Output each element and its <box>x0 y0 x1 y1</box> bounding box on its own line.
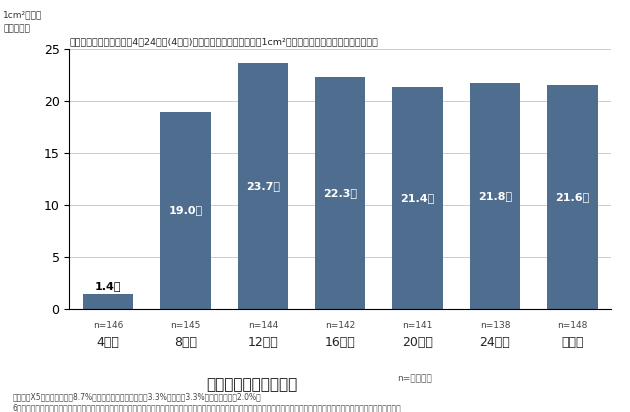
Text: 4週後: 4週後 <box>96 336 120 349</box>
Text: n=被験者数: n=被験者数 <box>397 374 432 383</box>
Text: n=148: n=148 <box>557 321 588 330</box>
Bar <box>470 83 520 309</box>
Bar <box>160 112 210 309</box>
Bar <box>238 63 288 309</box>
Bar <box>315 77 365 309</box>
Text: 6ヵ月を使用して、脱毛抑制の程度、生毛・軟毛の発生、硬毛の発生、抜け毛の程度のいずれにおいても改善が認められない場合には使用を中止し、医師又は薬剤師に相談してく: 6ヵ月を使用して、脱毛抑制の程度、生毛・軟毛の発生、硬毛の発生、抜け毛の程度のい… <box>13 403 401 412</box>
Text: リアップX5の副作用発現率8.7%（主な副作用：接触皮膚炎3.3%、湿疹：3.3%、脂漏性皮膚炎2.0%）: リアップX5の副作用発現率8.7%（主な副作用：接触皮膚炎3.3%、湿疹：3.3… <box>13 392 261 401</box>
Text: n=138: n=138 <box>480 321 510 330</box>
Text: 毛髪数の評価：投与開始4～24週後(4週毎)に開始時と全く同一部位（1cm²）における毛髪数の変化を確認した: 毛髪数の評価：投与開始4～24週後(4週毎)に開始時と全く同一部位（1cm²）に… <box>69 37 378 46</box>
Text: 8週後: 8週後 <box>174 336 197 349</box>
Text: n=142: n=142 <box>325 321 355 330</box>
Text: 終了時: 終了時 <box>561 336 583 349</box>
Bar <box>547 85 598 309</box>
Text: n=145: n=145 <box>170 321 200 330</box>
Text: 1.4本: 1.4本 <box>94 281 121 291</box>
Text: 12週後: 12週後 <box>248 336 278 349</box>
Text: n=144: n=144 <box>248 321 278 330</box>
Text: 16週後: 16週後 <box>325 336 355 349</box>
Text: n=146: n=146 <box>93 321 123 330</box>
Text: 20週後: 20週後 <box>402 336 433 349</box>
Text: 21.4本: 21.4本 <box>401 193 435 203</box>
Text: 22.3本: 22.3本 <box>323 188 357 198</box>
Text: 21.6本: 21.6本 <box>555 192 590 202</box>
Text: 試験開始後の経過週数: 試験開始後の経過週数 <box>207 377 297 392</box>
Text: n=141: n=141 <box>403 321 433 330</box>
Text: の増加本数: の増加本数 <box>3 25 30 34</box>
Bar <box>392 87 443 309</box>
Bar <box>83 295 133 309</box>
Text: 23.7本: 23.7本 <box>246 181 280 191</box>
Text: 19.0本: 19.0本 <box>168 205 202 215</box>
Text: 21.8本: 21.8本 <box>478 191 512 201</box>
Text: 24週後: 24週後 <box>479 336 510 349</box>
Text: 1cm²当たり: 1cm²当たり <box>3 10 42 19</box>
